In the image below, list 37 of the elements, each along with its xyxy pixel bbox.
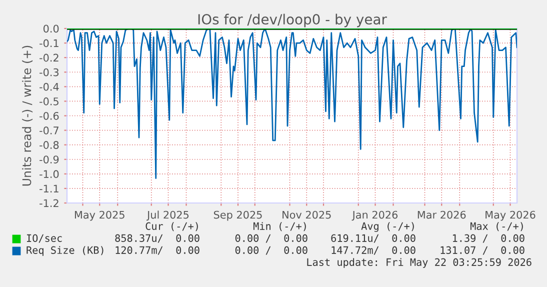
y-tick-label: -0.7 <box>40 126 58 134</box>
y-tick-label: -0.5 <box>40 97 58 106</box>
text: 0.00 / 0.00 <box>235 234 308 243</box>
x-tick-label: Nov 2025 <box>282 210 331 219</box>
x-tick-label: Mar 2026 <box>418 210 466 219</box>
y-tick-label: -0.6 <box>40 112 59 120</box>
text: 1.39 / 0.00 <box>452 234 524 243</box>
y-tick-label: -0.3 <box>40 68 59 76</box>
y-tick-label: -0.1 <box>40 39 58 48</box>
text: 120.77m/ 0.00 <box>116 246 200 255</box>
text: 619.11u/ 0.00 <box>331 234 416 243</box>
y-tick-label: -1.0 <box>40 170 59 178</box>
legend-label: IO/sec <box>26 234 62 243</box>
text: 131.07 / 0.00 <box>440 246 524 255</box>
text: Max (-/+) <box>470 222 523 232</box>
text: Min (-/+) <box>253 222 306 232</box>
x-tick-label: Sep 2025 <box>214 210 262 221</box>
text: Avg (-/+) <box>361 222 414 232</box>
y-tick-label: -0.4 <box>40 82 59 91</box>
y-tick-label: -1.2 <box>40 199 58 207</box>
x-tick-label: May 2026 <box>486 210 536 221</box>
x-tick-label: Jul 2025 <box>146 210 189 221</box>
text: Last update: Fri May 22 03:25:59 2026 <box>307 258 532 268</box>
text: 0.00 / 0.00 <box>235 246 308 255</box>
text: Cur (-/+) <box>146 222 198 232</box>
text: 858.37u/ 0.00 <box>115 234 200 243</box>
y-tick-label: -1.1 <box>40 184 58 192</box>
legend-label: Req Size (KB) <box>26 246 104 256</box>
chart-title: IOs for /dev/loop0 - by year <box>198 14 387 28</box>
text: 147.72m/ 0.00 <box>332 246 416 255</box>
y-tick-label: -0.2 <box>40 54 58 62</box>
x-tick-label: Jan 2026 <box>352 210 398 221</box>
x-tick-label: May 2025 <box>74 210 124 221</box>
y-tick-label: -0.8 <box>40 141 59 149</box>
y-axis-title: Units read (-) / write (+) <box>22 46 33 186</box>
y-tick-label: -0.9 <box>40 156 59 164</box>
y-tick-label: 0.0 <box>43 24 59 33</box>
